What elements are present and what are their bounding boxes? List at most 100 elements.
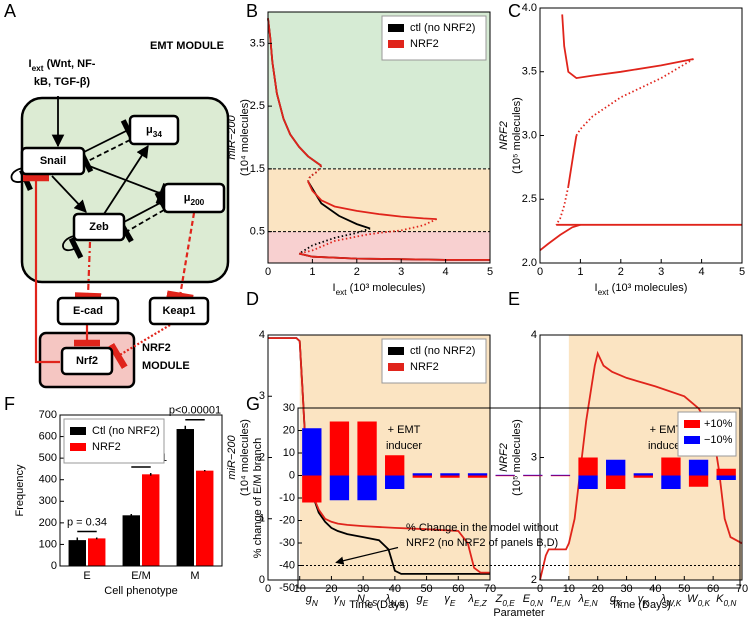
x-axis-label: Iext (10³ molecules) — [333, 282, 426, 297]
bar — [88, 538, 106, 566]
y-tick-label: 200 — [39, 517, 57, 529]
bar — [578, 457, 598, 476]
node-box — [148, 296, 210, 326]
x-axis-label-part: Time (Days) — [349, 599, 408, 611]
y-tick-label: 30 — [283, 402, 295, 414]
node-label: Nrf2 — [76, 355, 98, 367]
y-tick-label: 4.0 — [522, 2, 537, 14]
legend-swatch — [388, 347, 404, 355]
x-tick-label-part: 0,E — [502, 599, 515, 608]
x-tick-label-part: N — [357, 593, 365, 605]
x-tick-label: gE — [416, 593, 428, 608]
x-axis-label-part: Time (Days) — [611, 599, 670, 611]
x-tick-label-part: γ — [444, 593, 451, 605]
x-tick-label: 0 — [537, 583, 543, 595]
plot-frame — [267, 11, 491, 264]
legend-box — [677, 411, 737, 457]
y-axis-label: (10⁵ molecules) — [511, 419, 523, 496]
legend-swatch — [70, 443, 86, 451]
bar — [412, 475, 432, 478]
legend-swatch — [684, 436, 700, 444]
x-tick-label: λE,N — [577, 593, 597, 608]
y-tick-label: 300 — [39, 495, 57, 507]
x-tick-label: 2 — [354, 266, 360, 278]
x-tick-label: 3 — [398, 266, 404, 278]
bar — [716, 468, 736, 476]
y-tick-label: 3.5 — [250, 37, 265, 49]
y-axis-label: miR−200 — [226, 114, 238, 159]
region — [268, 231, 490, 263]
legend-swatch — [388, 24, 404, 32]
bar — [440, 473, 460, 476]
node-box — [20, 146, 86, 176]
panel-label: A — [4, 1, 16, 21]
input-label: kB, TGF-β) — [34, 76, 91, 88]
legend-label: NRF2 — [410, 361, 439, 373]
y-tick-label: 4 — [531, 329, 537, 341]
bar — [688, 475, 709, 487]
x-tick-label: 3 — [658, 266, 664, 278]
bar — [578, 475, 598, 489]
x-axis-label-part: (10³ molecules) — [609, 282, 688, 294]
y-tick-label: 3 — [259, 390, 265, 402]
bar — [606, 475, 626, 489]
x-tick-label-part: E — [423, 599, 429, 608]
node-box — [60, 346, 114, 376]
node-label-part: Keap1 — [162, 305, 195, 317]
bar — [412, 473, 432, 476]
node-box — [162, 182, 226, 214]
legend-swatch — [684, 420, 700, 428]
series-line — [539, 223, 581, 252]
x-tick-label-part: 0,N — [530, 599, 543, 608]
bar — [495, 474, 515, 476]
p-value: p<0.00001 — [169, 405, 221, 417]
x-tick-label: 60 — [707, 583, 719, 595]
bar — [385, 455, 405, 476]
node-label: Snail — [40, 155, 66, 167]
legend-label: ctl (no NRF2) — [410, 22, 475, 34]
x-tick-label: nE,N — [550, 593, 570, 608]
bar — [495, 475, 515, 477]
y-axis-label: (10⁴ molecules) — [239, 419, 251, 496]
node-label-part: Nrf2 — [76, 355, 98, 367]
x-axis-label: Iext (10³ molecules) — [595, 282, 688, 297]
panel-label: C — [508, 1, 521, 21]
x-tick-label-part: W,K — [666, 599, 682, 608]
x-tick-label: 0 — [265, 583, 271, 595]
y-axis-label: miR−200 — [226, 434, 238, 479]
legend-swatch — [388, 363, 404, 371]
y-tick-label: 1.5 — [250, 163, 265, 175]
module-title: EMT MODULE — [150, 40, 224, 52]
x-tick-label: 4 — [443, 266, 449, 278]
x-axis-label-part: I — [333, 282, 336, 294]
x-tick-label: E0,N — [523, 593, 543, 608]
x-tick-label-part: E,N — [584, 599, 598, 608]
x-tick-label: gN — [306, 593, 318, 608]
x-tick-label-part: g — [416, 593, 423, 605]
x-tick-label-part: 0,K — [698, 599, 711, 608]
x-tick-label-part: 0,N — [723, 599, 736, 608]
y-tick-label: 2 — [531, 574, 537, 586]
annotation: % Change in the model without — [406, 522, 558, 534]
bar — [68, 540, 86, 566]
x-tick-label-part: W — [687, 593, 699, 605]
legend-label: +10% — [704, 418, 733, 430]
node-box — [72, 212, 126, 242]
legend-label: ctl (no NRF2) — [410, 345, 475, 357]
y-tick-label: 2.0 — [522, 257, 537, 269]
bar — [357, 421, 377, 476]
node-label: μ200 — [184, 192, 205, 207]
x-tick-label-part: K — [716, 593, 724, 605]
y-tick-label: 500 — [39, 452, 57, 464]
x-tick-label: 40 — [389, 583, 401, 595]
x-tick-label-part: λ — [577, 593, 583, 605]
bar — [633, 475, 653, 478]
bar — [688, 459, 709, 476]
y-tick-label: -30 — [279, 537, 295, 549]
x-tick-label: 5 — [487, 266, 493, 278]
x-tick-label-part: K — [643, 599, 649, 608]
module-title: NRF2 — [142, 342, 171, 354]
x-tick-label: 5 — [739, 266, 745, 278]
annotation: inducer — [648, 440, 684, 452]
